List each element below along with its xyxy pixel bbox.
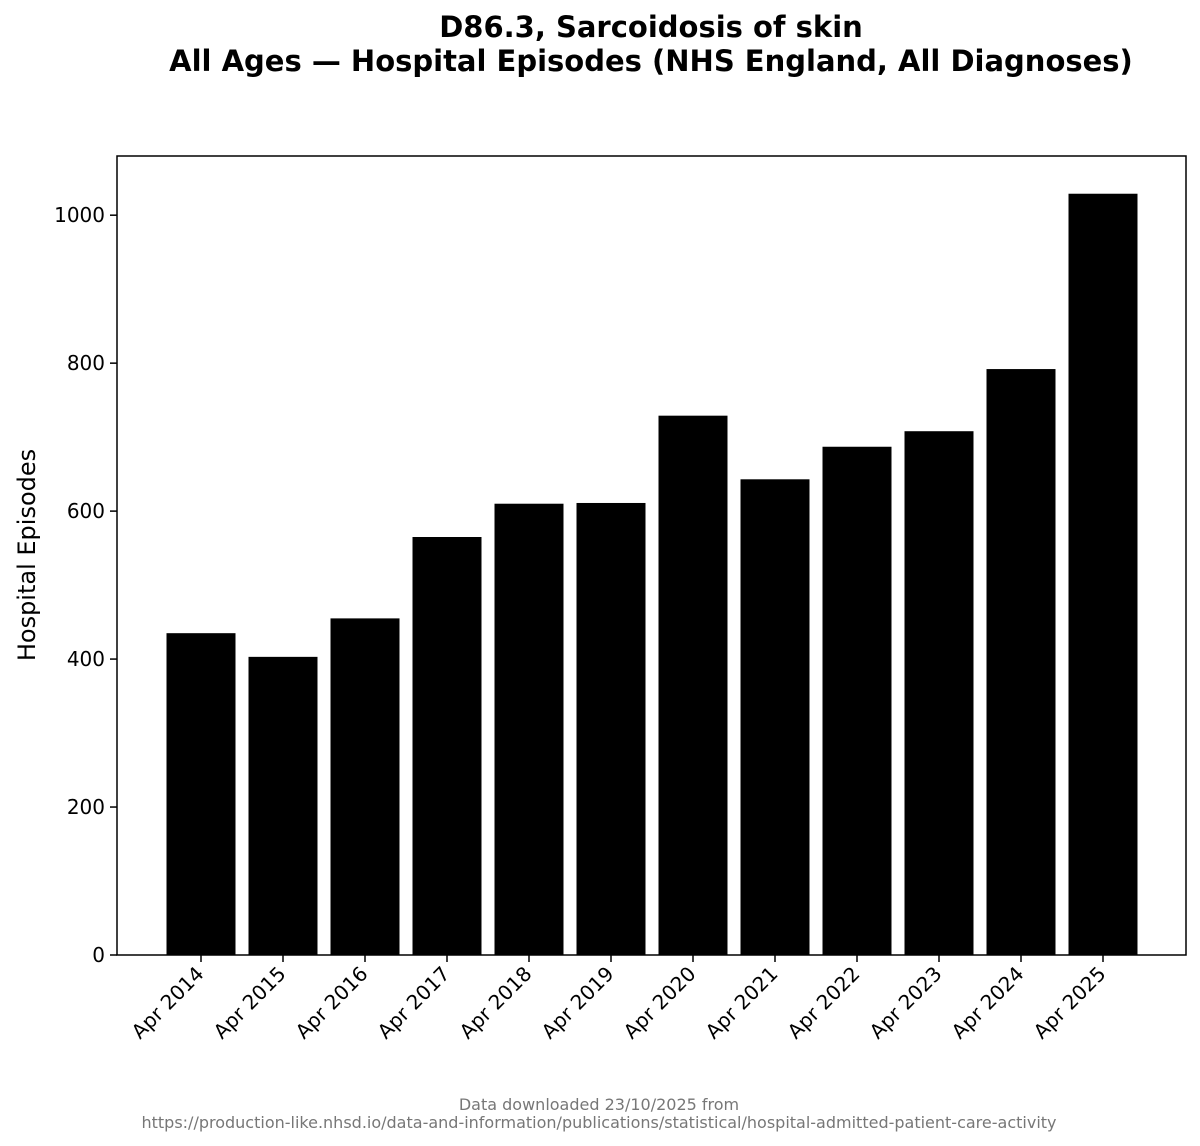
x-tick-label: Apr 2016 <box>291 962 373 1044</box>
x-tick-label: Apr 2021 <box>701 962 783 1044</box>
bar-apr-2014 <box>166 633 236 955</box>
bar-apr-2024 <box>986 369 1056 956</box>
y-tick-label: 0 <box>92 943 105 967</box>
bar-apr-2022 <box>822 446 892 955</box>
y-tick-label: 400 <box>67 647 105 671</box>
bar-apr-2018 <box>494 503 564 955</box>
x-tick-label: Apr 2020 <box>619 962 701 1044</box>
x-tick-label: Apr 2024 <box>947 962 1029 1044</box>
x-tick-label: Apr 2015 <box>209 962 291 1044</box>
bar-apr-2016 <box>330 618 400 955</box>
bar-apr-2015 <box>248 656 318 955</box>
bar-apr-2021 <box>740 479 810 955</box>
plot-frame <box>116 155 1187 956</box>
x-tick-label: Apr 2018 <box>455 962 537 1044</box>
x-tick-label: Apr 2022 <box>783 962 865 1044</box>
bar-apr-2017 <box>412 537 482 955</box>
bar-apr-2020 <box>658 415 728 955</box>
bar-apr-2023 <box>904 431 974 955</box>
y-tick-label: 200 <box>67 795 105 819</box>
chart-title: D86.3, Sarcoidosis of skin <box>439 10 863 44</box>
footer-source-line-1: Data downloaded 23/10/2025 from <box>459 1095 739 1114</box>
footer-source-line-2: https://production-like.nhsd.io/data-and… <box>141 1113 1056 1132</box>
y-tick-label: 1000 <box>54 203 105 227</box>
bar-apr-2019 <box>576 502 646 955</box>
x-tick-label: Apr 2017 <box>373 962 455 1044</box>
y-tick-label: 600 <box>67 499 105 523</box>
y-axis-label: Hospital Episodes <box>13 449 41 661</box>
x-tick-label: Apr 2019 <box>537 962 619 1044</box>
x-tick-label: Apr 2014 <box>127 962 209 1044</box>
x-tick-label: Apr 2023 <box>865 962 947 1044</box>
chart-subtitle: All Ages — Hospital Episodes (NHS Englan… <box>169 44 1133 78</box>
y-tick-label: 800 <box>67 351 105 375</box>
bar-apr-2025 <box>1068 193 1138 955</box>
x-tick-label: Apr 2025 <box>1029 962 1111 1044</box>
